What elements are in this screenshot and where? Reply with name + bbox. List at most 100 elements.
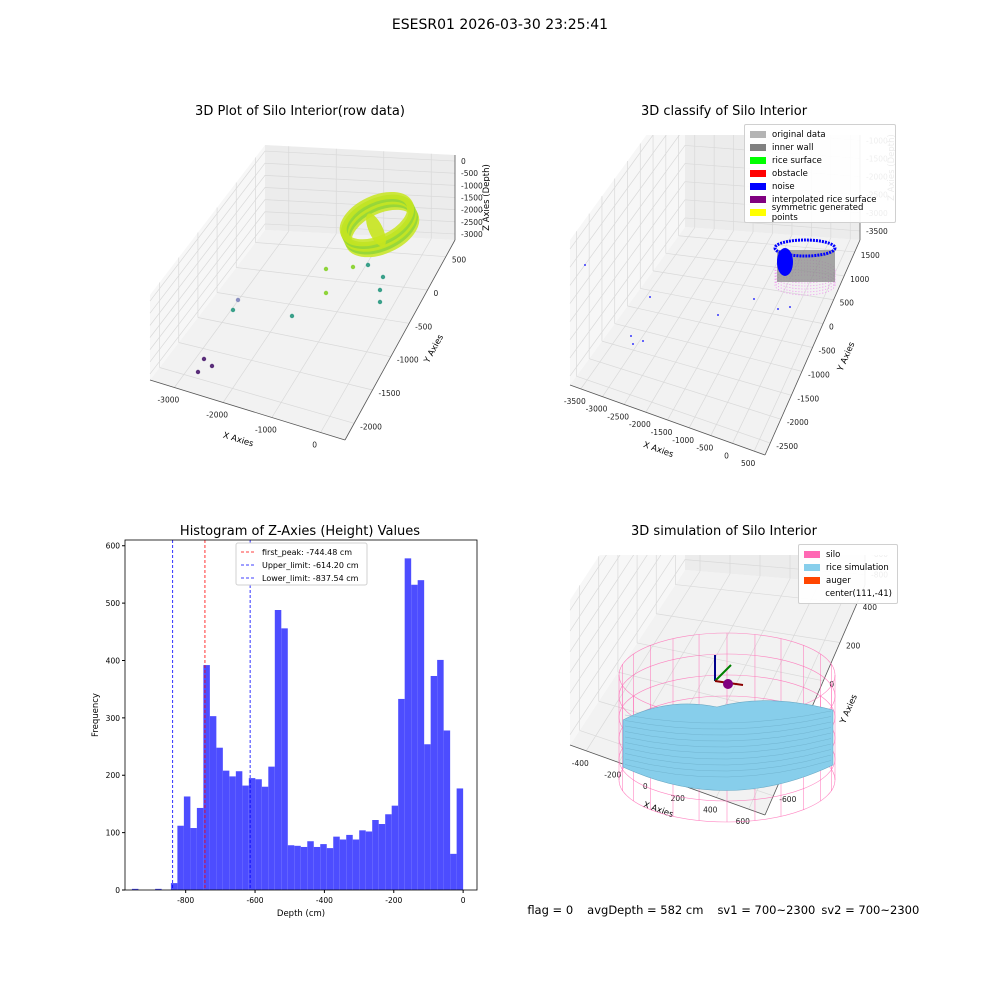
- p4-x-axis-label: X Axies: [642, 800, 675, 820]
- p2-x-axis-label: X Axies: [642, 440, 675, 460]
- legend-swatch: [750, 209, 766, 216]
- plot4-legend-entry: center(111,-41): [804, 587, 892, 600]
- p2-y-grid: [627, 305, 813, 348]
- p4-rice-mesh: [624, 738, 832, 754]
- p1-z-tick-label: -1500: [461, 194, 483, 203]
- histogram-x-tick-label: -400: [316, 896, 333, 905]
- histogram-bar: [268, 766, 275, 890]
- p4-rice-mesh: [624, 754, 832, 772]
- histogram-bar: [339, 839, 347, 890]
- p1-x-tick-label: -2000: [206, 411, 228, 420]
- p4-rice-mesh: [624, 760, 832, 778]
- p2-interpolated-points: [774, 274, 836, 296]
- histogram-bar: [307, 841, 314, 890]
- p1-z-axis-label: Z Axies (Depth): [482, 164, 490, 231]
- p1-y-tick-label: -1500: [379, 389, 401, 398]
- p2-noise-point: [649, 296, 651, 298]
- p1-floor-pane: [150, 230, 455, 440]
- p1-x-tick-label: -3000: [157, 396, 179, 405]
- p2-y-grid: [576, 375, 771, 444]
- histogram-bar: [372, 820, 379, 890]
- p1-x-axis-line: [149, 379, 346, 441]
- p2-x-tick-label: 0: [724, 451, 729, 460]
- histogram-x-axis-label: Depth (cm): [277, 909, 325, 919]
- histogram-bar: [443, 730, 451, 890]
- p4-rice-mesh: [624, 716, 832, 730]
- p4-x-grid: [585, 571, 701, 752]
- plot1-3d-axes: -3000 -2000 -1000 0 500 0 -500 -1000 -1500 -2000 0…: [149, 145, 490, 450]
- plot2-legend-entry: original data: [750, 128, 890, 141]
- histogram-bar: [424, 744, 431, 890]
- p1-scatter-point: [350, 264, 356, 270]
- legend-swatch: [750, 170, 766, 177]
- p4-y-tick-label: 0: [829, 680, 834, 689]
- p1-scatter-point: [377, 299, 383, 305]
- status-flag: flag = 0: [527, 903, 574, 917]
- p1-y-tick-label: 500: [452, 256, 467, 265]
- p4-y-tick-label: 400: [863, 603, 878, 612]
- p4-rice-mesh: [624, 749, 832, 766]
- histogram-bar: [346, 834, 353, 890]
- p1-z-tick-label: -1000: [461, 181, 483, 190]
- plot2-title: 3D classify of Silo Interior: [640, 104, 808, 119]
- histogram-legend-label: first_peak: -744.48 cm: [262, 548, 352, 557]
- histogram-bar: [320, 844, 327, 890]
- figure-title: ESESR01 2026-03-30 23:25:41: [391, 17, 609, 33]
- histogram-bar: [196, 807, 204, 890]
- legend-label: center(111,-41): [825, 588, 892, 599]
- legend-label: symmetric generated points: [771, 202, 864, 223]
- plot2-legend-entry: symmetric generated points: [750, 203, 890, 223]
- p2-z-grid: [569, 135, 654, 250]
- p2-y-grid: [589, 358, 781, 420]
- histogram-legend: [235, 542, 368, 586]
- histogram-bar: [359, 830, 366, 890]
- p2-x-tick-label: 500: [741, 459, 756, 468]
- p2-y-tick-label: -500: [819, 347, 836, 356]
- p2-noise-point: [584, 264, 586, 266]
- p4-z-grid: [569, 555, 675, 715]
- p2-y-grid: [614, 323, 803, 372]
- p2-y-grid: [678, 235, 855, 253]
- histogram-bar: [235, 771, 243, 890]
- histogram-bar: [326, 848, 334, 890]
- plot2-legend-entry: rice surface: [750, 154, 890, 167]
- p1-y-grid: [236, 267, 428, 291]
- plot2-legend-entry: interpolated rice surface: [750, 193, 890, 206]
- p4-y-tick-label: 200: [846, 642, 861, 651]
- p4-center-y-arrow: [714, 664, 732, 682]
- p2-y-tick-label: 1000: [850, 275, 869, 284]
- plot4-3d-axes: -400-20002004006004002000-200-400-600400…: [569, 555, 888, 826]
- p2-y-grid: [640, 288, 824, 324]
- legend-label: inner wall: [772, 142, 814, 153]
- histogram-y-axis-label: Frequency: [91, 693, 101, 737]
- p2-noise-point: [753, 298, 755, 300]
- status-line: flag = 0 avgDepth = 582 cm sv1 = 700~2300 s…: [520, 889, 933, 917]
- p4-y-tick-label: -600: [779, 795, 796, 804]
- status-avg-depth: avgDepth = 582 cm: [587, 903, 704, 917]
- histogram-bar: [352, 839, 360, 890]
- p2-y-grid: [601, 340, 792, 396]
- p2-noise-ring: [773, 238, 837, 258]
- histogram-bar: [203, 665, 210, 890]
- histogram-bar: [300, 846, 308, 890]
- p1-y-grid: [197, 317, 391, 358]
- histogram-bar: [411, 584, 418, 890]
- legend-label: obstacle: [772, 168, 808, 179]
- p1-y-tick-label: -500: [415, 322, 432, 331]
- histogram-bar: [242, 785, 249, 890]
- p4-rice-mesh: [624, 710, 832, 724]
- p1-scatter-point: [380, 274, 386, 280]
- p1-scatter-point: [365, 262, 371, 268]
- p4-z-grid: [569, 555, 648, 673]
- p4-x-tick-label: 400: [703, 806, 718, 815]
- p4-x-tick-label: -400: [572, 759, 589, 768]
- p4-x-tick-label: -200: [604, 771, 621, 780]
- p2-noise-cluster: [777, 248, 793, 276]
- p2-noise-point: [642, 340, 644, 342]
- legend-label: rice surface: [772, 155, 822, 166]
- p1-scatter-point: [323, 290, 329, 296]
- legend-label: interpolated rice surface: [772, 194, 877, 205]
- p2-x-tick-label: -1500: [651, 428, 673, 437]
- histogram-bar: [437, 659, 444, 890]
- histogram-y-tick-label: 400: [106, 656, 121, 665]
